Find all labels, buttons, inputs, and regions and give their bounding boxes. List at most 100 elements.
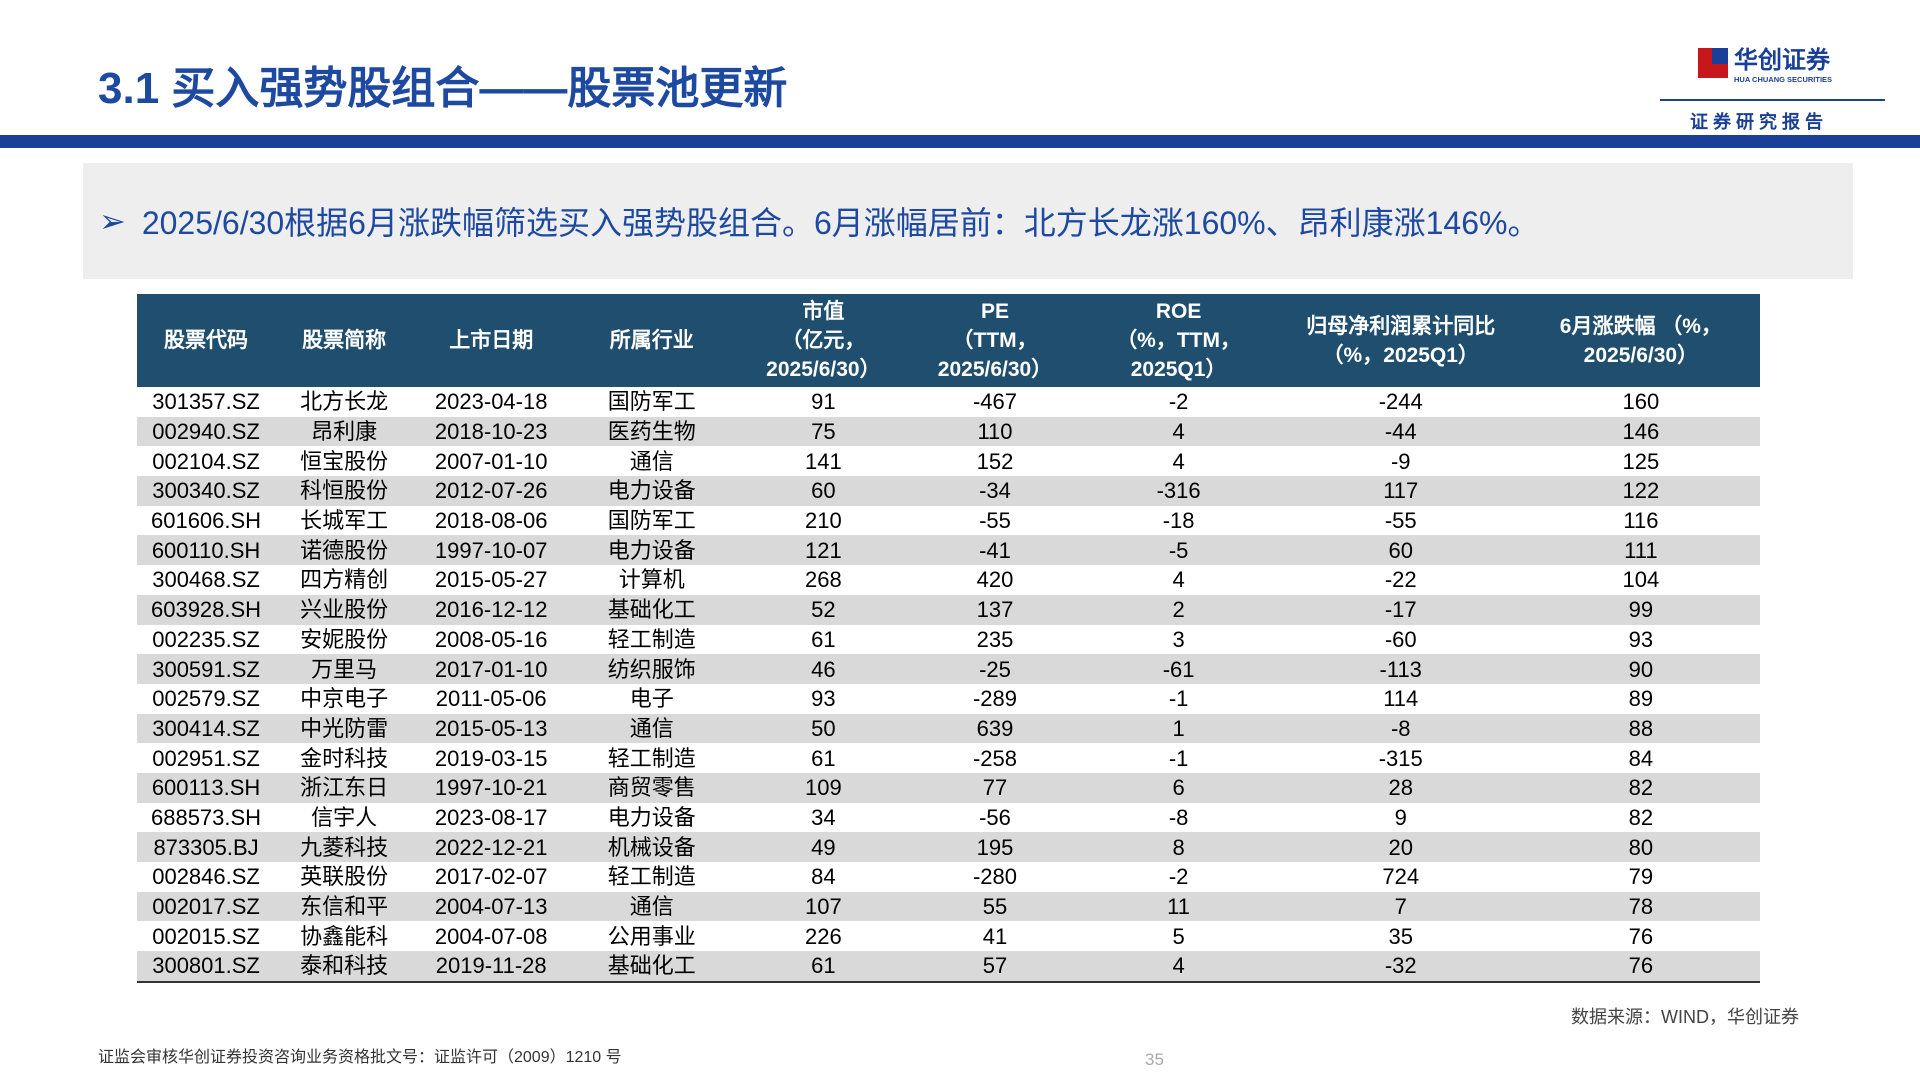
header-line: 2025Q1） bbox=[1130, 358, 1227, 381]
table-cell: 603928.SH bbox=[137, 594, 276, 625]
table-cell: -316 bbox=[1077, 476, 1280, 506]
table-cell: 2023-08-17 bbox=[434, 804, 548, 830]
table-cell: 4 bbox=[1172, 567, 1185, 593]
header-line: 上市日期 bbox=[449, 329, 534, 352]
table-cell: -258 bbox=[972, 745, 1018, 771]
table-row: 002235.SZ 安妮股份 2008-05-16 轻工制造 61 235 3 -60 93 bbox=[137, 625, 1760, 655]
header-cell: 上市日期 bbox=[413, 294, 570, 387]
table-cell: 50 bbox=[734, 713, 913, 744]
table-cell: 万里马 bbox=[275, 654, 414, 684]
header-line: PE bbox=[980, 300, 1009, 323]
table-cell: 轻工制造 bbox=[607, 864, 696, 890]
table-row: 002846.SZ 英联股份 2017-02-07 轻工制造 84 -280 -2 724 79 bbox=[137, 862, 1760, 892]
table-cell: 002015.SZ bbox=[152, 923, 260, 949]
table-cell: 轻工制造 bbox=[607, 745, 696, 771]
table-cell: 93 bbox=[1628, 626, 1654, 652]
table-cell: 268 bbox=[805, 567, 842, 593]
table-cell: 002235.SZ bbox=[152, 626, 260, 652]
table-row: 300414.SZ 中光防雷 2015-05-13 通信 50 639 1 -8 88 bbox=[137, 713, 1760, 744]
table-cell: 3 bbox=[1172, 626, 1185, 652]
table-cell: 121 bbox=[734, 535, 913, 566]
header-cell: 股票代码 bbox=[137, 294, 276, 387]
table-cell: 东信和平 bbox=[275, 891, 414, 922]
table-cell: -289 bbox=[972, 686, 1018, 712]
table-cell: 57 bbox=[912, 951, 1078, 983]
table-cell: 2018-10-23 bbox=[413, 416, 570, 447]
table-cell: 75 bbox=[734, 416, 913, 447]
table-cell: 160 bbox=[1622, 389, 1660, 415]
table-cell: 639 bbox=[912, 713, 1078, 744]
table-cell: -9 bbox=[1390, 448, 1411, 474]
table-cell: -34 bbox=[912, 476, 1078, 506]
header-line: 归母净利润累计同比 bbox=[1306, 314, 1496, 338]
table-cell: 600110.SH bbox=[137, 535, 276, 566]
table-cell: -22 bbox=[1384, 567, 1417, 593]
table-cell: 2019-03-15 bbox=[434, 745, 548, 771]
table-cell: 300468.SZ bbox=[152, 567, 260, 593]
table-cell: 通信 bbox=[629, 448, 674, 474]
header-line: ROE bbox=[1155, 300, 1202, 323]
source: 数据来源：WIND，华创证券 bbox=[1571, 1007, 1799, 1027]
table-cell: 300591.SZ bbox=[137, 654, 276, 684]
table-cell: 873305.BJ bbox=[137, 832, 276, 862]
table-cell: 84 bbox=[1628, 745, 1654, 771]
table-cell: 5 bbox=[1172, 923, 1185, 949]
table-cell: 2019-11-28 bbox=[413, 951, 570, 983]
table-cell: 信宇人 bbox=[311, 804, 378, 830]
table-cell: 82 bbox=[1521, 772, 1760, 803]
table-cell: 电子 bbox=[629, 686, 674, 712]
table-cell: 2011-05-06 bbox=[435, 686, 547, 712]
table-cell: 8 bbox=[1077, 832, 1280, 862]
table-cell: 61 bbox=[734, 951, 913, 983]
header-bar bbox=[0, 135, 1920, 148]
table-cell: 104 bbox=[1622, 567, 1660, 593]
table-cell: -1 bbox=[1168, 686, 1189, 712]
table-cell: 76 bbox=[1628, 923, 1654, 949]
table-cell: 210 bbox=[805, 508, 842, 534]
table-cell: -2 bbox=[1168, 864, 1189, 890]
table-cell: -55 bbox=[979, 508, 1011, 534]
table-cell: -8 bbox=[1168, 804, 1189, 830]
table-cell: 2007-01-10 bbox=[434, 448, 548, 474]
table-cell: 四方精创 bbox=[300, 567, 389, 593]
header-line: 2025/6/30） bbox=[1583, 343, 1699, 367]
table-cell: 116 bbox=[1623, 508, 1659, 534]
table-cell: 46 bbox=[734, 654, 913, 684]
table-cell: 002951.SZ bbox=[152, 745, 260, 771]
table-cell: 80 bbox=[1521, 832, 1760, 862]
table-cell: 11 bbox=[1077, 891, 1280, 922]
table-cell: 通信 bbox=[569, 891, 735, 922]
table-cell: 226 bbox=[805, 923, 842, 949]
table-cell: 安妮股份 bbox=[300, 626, 389, 652]
table-row: 873305.BJ 九菱科技 2022-12-21 机械设备 49 195 8 20 80 bbox=[137, 832, 1760, 862]
table-cell: 301357.SZ bbox=[152, 389, 260, 415]
table-cell: 9 bbox=[1394, 804, 1407, 830]
summary-box: ➢ 2025/6/30根据6月涨跌幅筛选买入强势股组合。6月涨幅居前：北方长龙涨1… bbox=[83, 163, 1853, 279]
table-cell: 60 bbox=[1279, 535, 1522, 566]
logo-name: 华创证券 bbox=[1734, 46, 1831, 74]
table-cell: -18 bbox=[1162, 508, 1195, 534]
table-cell: -55 bbox=[1384, 508, 1417, 534]
table-cell: 4 bbox=[1077, 416, 1280, 447]
table-cell: 61 bbox=[811, 626, 836, 652]
table-cell: -1 bbox=[1168, 745, 1189, 771]
table-row: 002015.SZ 协鑫能科 2004-07-08 公用事业 226 41 5 35 76 bbox=[137, 921, 1760, 951]
header-line: 2025/6/30） bbox=[766, 358, 881, 381]
table-cell: 110 bbox=[912, 416, 1078, 447]
table-cell: 61 bbox=[811, 745, 836, 771]
table-cell: 国防军工 bbox=[607, 508, 696, 534]
table-cell: 76 bbox=[1521, 951, 1760, 983]
table-cell: 111 bbox=[1521, 535, 1760, 566]
table-cell: 电力设备 bbox=[607, 804, 696, 830]
table-cell: 91 bbox=[811, 389, 836, 415]
header-cell: 6月涨跌幅 （%， 2025/6/30） bbox=[1521, 294, 1760, 387]
table-cell: 34 bbox=[811, 804, 836, 830]
table-cell: -8 bbox=[1279, 713, 1522, 744]
header-line: 股票代码 bbox=[164, 329, 249, 352]
table-cell: 601606.SH bbox=[150, 508, 262, 534]
table-row: 002940.SZ 昂利康 2018-10-23 医药生物 75 110 4 -44 146 bbox=[137, 416, 1760, 447]
table-cell: 纺织服饰 bbox=[569, 654, 735, 684]
table-cell: 通信 bbox=[569, 713, 735, 744]
table-row: 002579.SZ 中京电子 2011-05-06 电子 93 -289 -1 114 89 bbox=[137, 684, 1760, 714]
table-cell: 2004-07-08 bbox=[434, 923, 548, 949]
